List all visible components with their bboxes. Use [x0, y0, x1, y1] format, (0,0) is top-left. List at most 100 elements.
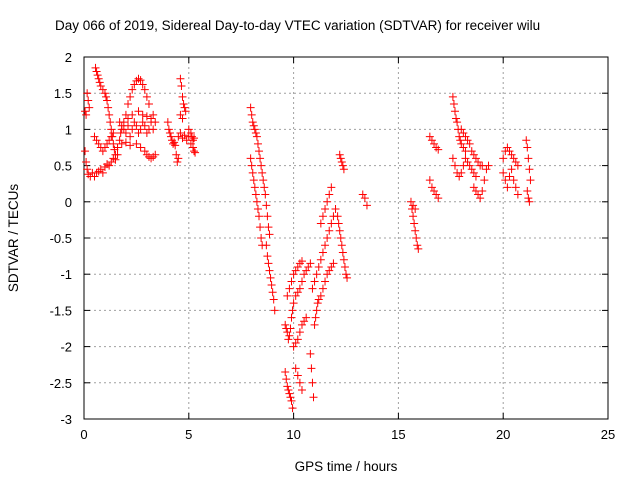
data-point	[412, 234, 421, 242]
data-point	[178, 92, 187, 101]
data-point	[513, 161, 522, 170]
data-point	[425, 132, 434, 141]
data-point	[329, 259, 338, 268]
data-point	[307, 364, 316, 373]
data-point	[509, 176, 518, 185]
data-point	[147, 114, 156, 123]
data-point	[186, 139, 195, 148]
grid-lines	[84, 57, 608, 419]
data-point	[138, 80, 147, 89]
data-point	[434, 145, 443, 154]
data-point	[323, 234, 332, 242]
data-point	[283, 291, 292, 300]
data-point	[463, 157, 472, 166]
data-point	[409, 201, 418, 210]
data-point	[105, 136, 114, 145]
data-point	[448, 154, 457, 163]
data-point	[334, 219, 343, 228]
data-point	[166, 132, 175, 141]
data-point	[132, 76, 141, 85]
data-point	[358, 190, 367, 199]
data-point	[180, 103, 189, 112]
data-point	[177, 81, 186, 90]
data-point	[325, 226, 334, 235]
data-point	[253, 205, 262, 214]
data-point	[459, 129, 468, 138]
data-point	[176, 110, 185, 119]
data-point	[297, 277, 306, 286]
data-point	[111, 150, 120, 159]
data-point	[178, 114, 187, 123]
data-point	[474, 190, 483, 199]
data-point	[90, 172, 99, 181]
data-point	[340, 262, 349, 271]
data-point	[252, 132, 261, 141]
data-point	[106, 118, 115, 127]
data-point	[524, 194, 533, 203]
data-point	[293, 288, 302, 297]
data-point	[264, 259, 273, 268]
data-point	[525, 165, 534, 174]
data-point	[100, 143, 109, 152]
data-point	[126, 92, 135, 101]
data-point	[285, 389, 294, 398]
data-point	[255, 147, 264, 156]
y-tick-label: -1.5	[50, 303, 72, 318]
data-point	[144, 100, 153, 109]
data-point	[453, 118, 462, 127]
data-point	[289, 342, 298, 351]
data-point	[505, 172, 514, 181]
data-point	[343, 273, 352, 282]
data-point	[331, 205, 340, 214]
data-point	[321, 241, 330, 250]
data-point	[293, 335, 302, 344]
data-point	[286, 393, 295, 402]
data-point	[302, 266, 311, 275]
data-point	[84, 96, 93, 105]
data-point	[287, 277, 296, 286]
data-point	[465, 161, 474, 170]
data-point	[523, 186, 532, 195]
data-point	[252, 197, 261, 206]
data-point	[151, 118, 160, 127]
data-point	[448, 92, 457, 101]
y-tick-label: 0.5	[54, 159, 72, 174]
data-point	[188, 143, 197, 152]
data-point	[467, 165, 476, 174]
data-point	[247, 110, 256, 119]
data-point	[149, 152, 158, 161]
data-point	[151, 150, 160, 159]
data-point	[507, 150, 516, 159]
data-point	[327, 219, 336, 228]
data-point	[119, 125, 128, 134]
data-point	[281, 320, 290, 329]
data-point	[411, 226, 420, 235]
data-point	[511, 183, 520, 192]
data-point	[191, 148, 200, 157]
data-point	[184, 125, 193, 134]
data-point	[124, 121, 133, 130]
data-point	[308, 378, 317, 387]
data-point	[269, 295, 278, 304]
data-point	[283, 382, 292, 391]
data-point	[432, 190, 441, 199]
data-point	[149, 125, 158, 134]
data-point	[457, 139, 466, 148]
data-point	[288, 306, 297, 315]
data-point	[107, 132, 116, 141]
data-point	[507, 165, 516, 174]
data-point	[126, 132, 135, 141]
data-point	[94, 167, 103, 176]
data-point	[105, 110, 114, 119]
data-point	[327, 183, 336, 192]
y-tick-label: 1	[65, 122, 72, 137]
data-point	[281, 367, 290, 376]
axes: 0 5 10 15 20 25 2 1.5 1 0.5 0 -0.5 -1 -1.5 -2 -2.5 -3	[50, 50, 616, 442]
data-point	[295, 259, 304, 268]
data-point	[92, 67, 101, 76]
y-tick-label: -1	[60, 267, 72, 282]
data-point	[251, 129, 260, 138]
data-point	[312, 270, 321, 279]
data-point	[318, 212, 327, 221]
data-point	[83, 89, 92, 98]
